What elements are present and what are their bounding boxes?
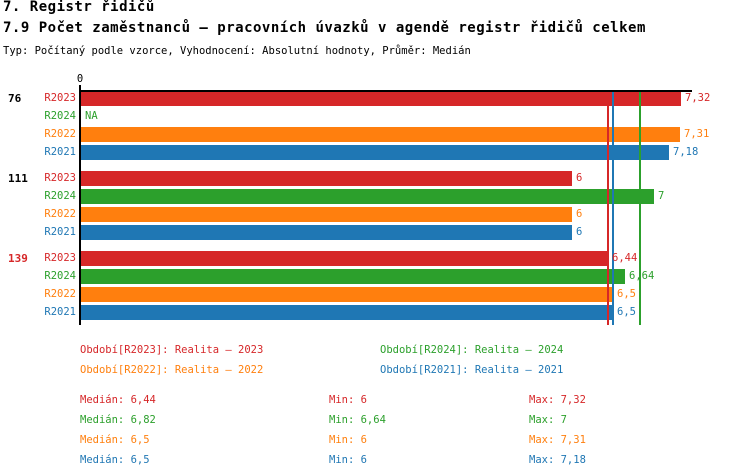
- bar: [81, 171, 572, 186]
- bar: [81, 269, 625, 284]
- bar-value-na: NA: [85, 110, 98, 122]
- bar-value-label: 6: [576, 226, 583, 238]
- stat-median: Medián: 6,5: [80, 454, 150, 466]
- median-line-r2024: [639, 90, 641, 325]
- bar-value-label: 6: [576, 208, 583, 220]
- bar-value-label: 7,31: [684, 128, 710, 140]
- stat-median: Medián: 6,5: [80, 434, 150, 446]
- stat-max: Max: 7,32: [529, 394, 586, 406]
- y-axis-line: [79, 85, 81, 325]
- series-row-label: R2022: [44, 128, 76, 140]
- bar: [81, 127, 680, 142]
- stat-min: Min: 6,64: [329, 414, 386, 426]
- stat-median: Medián: 6,44: [80, 394, 156, 406]
- legend-item: Období[R2022]: Realita – 2022: [80, 364, 264, 376]
- group-label: 111: [8, 172, 28, 185]
- bar: [81, 287, 613, 302]
- bar-value-label: 6,5: [617, 306, 636, 318]
- bar: [81, 145, 669, 160]
- stat-min: Min: 6: [329, 394, 367, 406]
- stat-min: Min: 6: [329, 454, 367, 466]
- bar: [81, 91, 681, 106]
- legend-item: Období[R2024]: Realita – 2024: [380, 344, 564, 356]
- page-title: 7.9 Počet zaměstnanců – pracovních úvazk…: [3, 20, 646, 36]
- bar-value-label: 6,64: [629, 270, 655, 282]
- stat-max: Max: 7: [529, 414, 567, 426]
- series-row-label: R2021: [44, 226, 76, 238]
- legend-item: Období[R2023]: Realita – 2023: [80, 344, 264, 356]
- median-line-r2023: [607, 90, 609, 325]
- series-row-label: R2024: [44, 270, 76, 282]
- bar-value-label: 7,18: [673, 146, 699, 158]
- legend-item: Období[R2021]: Realita – 2021: [380, 364, 564, 376]
- bar: [81, 207, 572, 222]
- series-row-label: R2024: [44, 110, 76, 122]
- bar: [81, 189, 654, 204]
- bar-value-label: 7: [658, 190, 665, 202]
- series-row-label: R2022: [44, 208, 76, 220]
- x-axis-line: [79, 90, 692, 92]
- bar-value-label: 7,32: [685, 92, 711, 104]
- median-line-r2021: [612, 90, 614, 325]
- bar: [81, 225, 572, 240]
- bar-value-label: 6: [576, 172, 583, 184]
- x-axis-origin-label: 0: [76, 73, 84, 85]
- bar: [81, 251, 608, 266]
- stat-max: Max: 7,31: [529, 434, 586, 446]
- chapter-title: 7. Registr řidičů: [3, 0, 155, 15]
- series-row-label: R2024: [44, 190, 76, 202]
- series-row-label: R2023: [44, 92, 76, 104]
- series-row-label: R2021: [44, 306, 76, 318]
- bar-value-label: 6,44: [612, 252, 638, 264]
- bar-chart: 0 76 R2023 7,32 R2024 NA R2022 7,31 R2021 7,18 11…: [8, 73, 711, 325]
- bar-value-label: 6,5: [617, 288, 636, 300]
- stat-min: Min: 6: [329, 434, 367, 446]
- group-label: 76: [8, 92, 22, 105]
- series-row-label: R2023: [44, 172, 76, 184]
- group-label: 139: [8, 252, 28, 265]
- bar: [81, 305, 613, 320]
- stat-median: Medián: 6,82: [80, 414, 156, 426]
- series-row-label: R2022: [44, 288, 76, 300]
- series-row-label: R2021: [44, 146, 76, 158]
- series-row-label: R2023: [44, 252, 76, 264]
- stat-max: Max: 7,18: [529, 454, 586, 466]
- chart-meta-line: Typ: Počítaný podle vzorce, Vyhodnocení:…: [3, 45, 471, 57]
